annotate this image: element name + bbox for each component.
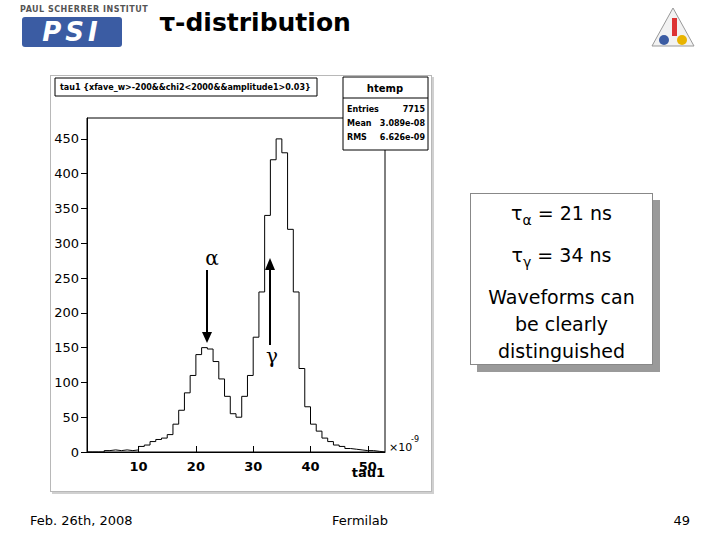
html-text:τγ= 34 ns: τγ= 34 ns <box>511 244 612 270</box>
svg-text:tau1: tau1 <box>351 464 385 480</box>
svg-text:10: 10 <box>130 459 148 474</box>
html-text:Feb. 26th, 2008: Feb. 26th, 2008 <box>30 513 133 528</box>
svg-text:150: 150 <box>54 340 79 355</box>
html-text:Fermilab: Fermilab <box>332 513 388 528</box>
html-text:τα= 21 ns: τα= 21 ns <box>511 202 612 228</box>
html-text:PSI: PSI <box>42 17 102 47</box>
svg-text:Entries: Entries <box>347 105 379 114</box>
svg-text:tau1 {xfave_w>-200&&chi2<2000&: tau1 {xfave_w>-200&&chi2<2000&&amplitude… <box>60 83 311 92</box>
html-text:distinguished: distinguished <box>498 340 625 362</box>
svg-text:400: 400 <box>54 166 79 181</box>
svg-text:×10: ×10 <box>389 441 412 454</box>
svg-text:α: α <box>205 246 219 270</box>
svg-text:htemp: htemp <box>367 83 403 94</box>
svg-text:RMS: RMS <box>347 133 367 142</box>
html-text:PAUL SCHERRER INSTITUT: PAUL SCHERRER INSTITUT <box>20 5 149 14</box>
svg-text:40: 40 <box>301 459 319 474</box>
svg-text:50: 50 <box>62 410 79 425</box>
svg-text:450: 450 <box>54 131 79 146</box>
svg-text:-9: -9 <box>411 435 419 444</box>
svg-text:3.089e-08: 3.089e-08 <box>380 119 426 128</box>
svg-text:γ: γ <box>266 344 278 368</box>
html-text:be clearly: be clearly <box>514 313 609 335</box>
svg-text:7715: 7715 <box>403 105 426 114</box>
svg-text:100: 100 <box>54 375 79 390</box>
svg-text:50: 50 <box>359 459 377 474</box>
svg-text:Mean: Mean <box>347 119 372 128</box>
svg-text:300: 300 <box>54 236 79 251</box>
svg-text:250: 250 <box>54 271 79 286</box>
svg-text:30: 30 <box>244 459 262 474</box>
svg-text:6.626e-09: 6.626e-09 <box>380 133 426 142</box>
html-text:Waveforms can: Waveforms can <box>488 286 635 308</box>
svg-text:350: 350 <box>54 201 79 216</box>
html-text:49: 49 <box>673 513 690 528</box>
svg-text:20: 20 <box>187 459 205 474</box>
svg-text:200: 200 <box>54 305 79 320</box>
svg-text:0: 0 <box>71 445 79 460</box>
html-text:τ-distribution: τ-distribution <box>159 8 351 37</box>
